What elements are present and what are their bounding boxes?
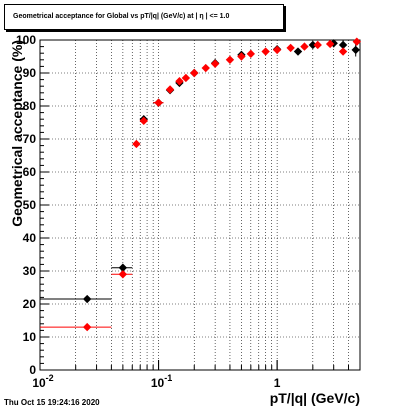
x-axis-title: pT/|q| (GeV/c) [270, 390, 360, 406]
data-point-red [352, 37, 362, 46]
data-point-red [325, 39, 335, 49]
data-point-red [154, 98, 163, 107]
data-point-black [293, 47, 303, 56]
data-point-red [139, 116, 148, 126]
data-point-red [132, 139, 141, 149]
y-tick-label: 30 [23, 264, 37, 278]
data-point-red [82, 322, 92, 332]
data-point-red [181, 73, 191, 83]
chart-title: Geometrical acceptance for Global vs pT/… [4, 4, 284, 30]
data-point-red [300, 42, 309, 51]
data-point-red [190, 68, 199, 78]
y-tick-label: 60 [23, 165, 37, 179]
x-tick-label: 10-2 [32, 373, 53, 390]
data-point-red [246, 49, 256, 59]
data-point-red [261, 47, 270, 56]
y-axis-title: Geometrical acceptance (%) [9, 40, 25, 227]
data-point-red [175, 77, 184, 86]
data-point-black [118, 263, 128, 272]
y-tick-label: 50 [23, 198, 37, 212]
data-point-red [286, 43, 295, 53]
x-tick-label: 10-1 [151, 373, 172, 390]
data-point-red [118, 270, 128, 279]
y-tick-label: 100 [16, 33, 36, 47]
data-point-black [338, 40, 348, 50]
data-point-black [351, 45, 360, 55]
y-tick-label: 80 [23, 99, 37, 113]
data-point-red [313, 40, 322, 50]
y-tick-label: 70 [23, 132, 37, 146]
data-point-red [272, 45, 282, 55]
data-point-red [201, 63, 210, 73]
data-point-black [82, 294, 92, 304]
x-tick-label: 1 [274, 376, 281, 390]
y-tick-label: 90 [23, 66, 37, 80]
data-point-red [165, 85, 175, 94]
timestamp: Thu Oct 15 19:24:16 2020 [4, 398, 100, 407]
y-tick-label: 10 [23, 330, 37, 344]
data-point-red [338, 47, 348, 56]
y-tick-label: 0 [29, 363, 36, 377]
data-point-red [210, 59, 220, 68]
y-tick-label: 40 [23, 231, 37, 245]
data-point-red [225, 55, 235, 64]
y-tick-label: 20 [23, 297, 37, 311]
data-point-black [308, 40, 318, 50]
data-point-red [237, 52, 246, 61]
